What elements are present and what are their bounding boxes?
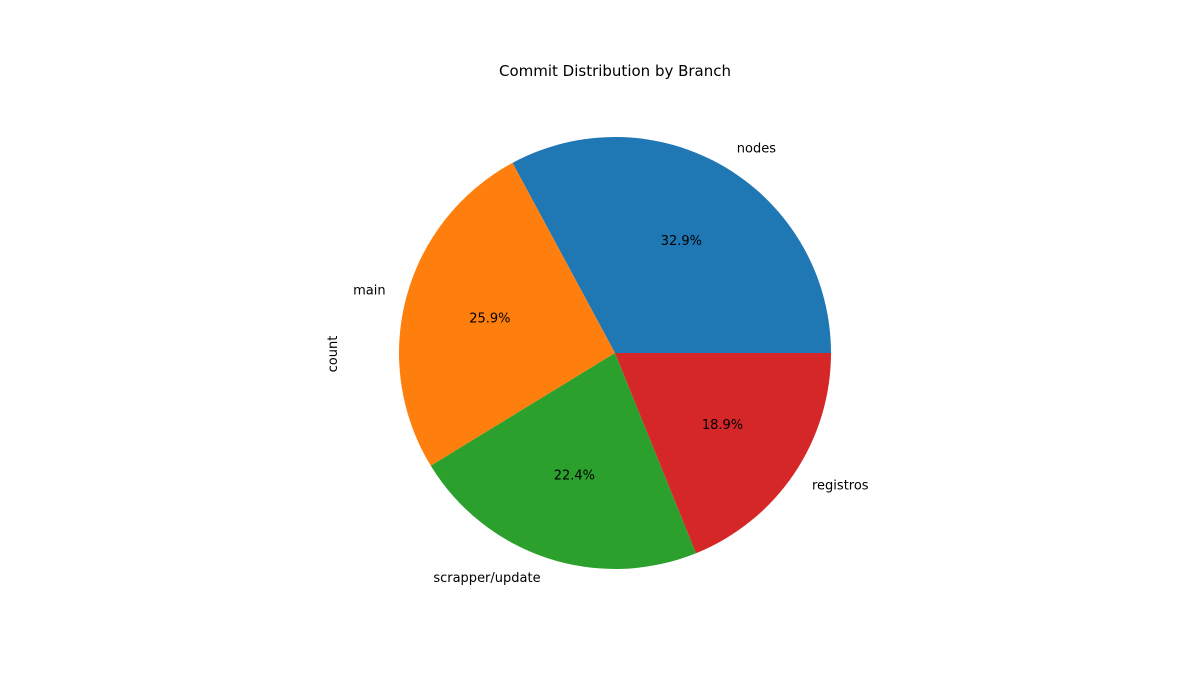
pie-percent-label-main: 25.9% (469, 312, 510, 327)
pie-percent-label-scrapper-update: 22.4% (554, 469, 595, 484)
pie-category-label-registros: registros (812, 478, 869, 493)
pie-labels: 32.9% nodes 25.9% main 22.4% scrapper/update 1… (353, 142, 869, 587)
pie-slices (399, 137, 831, 569)
pie-slice-registros (615, 353, 831, 554)
chart-title: Commit Distribution by Branch (499, 62, 731, 80)
pie-category-label-nodes: nodes (737, 142, 776, 157)
pie-slice-scrapper-update (430, 353, 697, 569)
pie-slice-nodes (512, 137, 831, 353)
pie-slice-main (399, 162, 615, 466)
y-axis-label: count (326, 336, 341, 373)
pie-percent-label-registros: 18.9% (702, 418, 743, 433)
pie-percent-label-nodes: 32.9% (661, 234, 702, 249)
pie-category-label-scrapper-update: scrapper/update (433, 571, 540, 586)
pie-category-label-main: main (353, 284, 385, 299)
